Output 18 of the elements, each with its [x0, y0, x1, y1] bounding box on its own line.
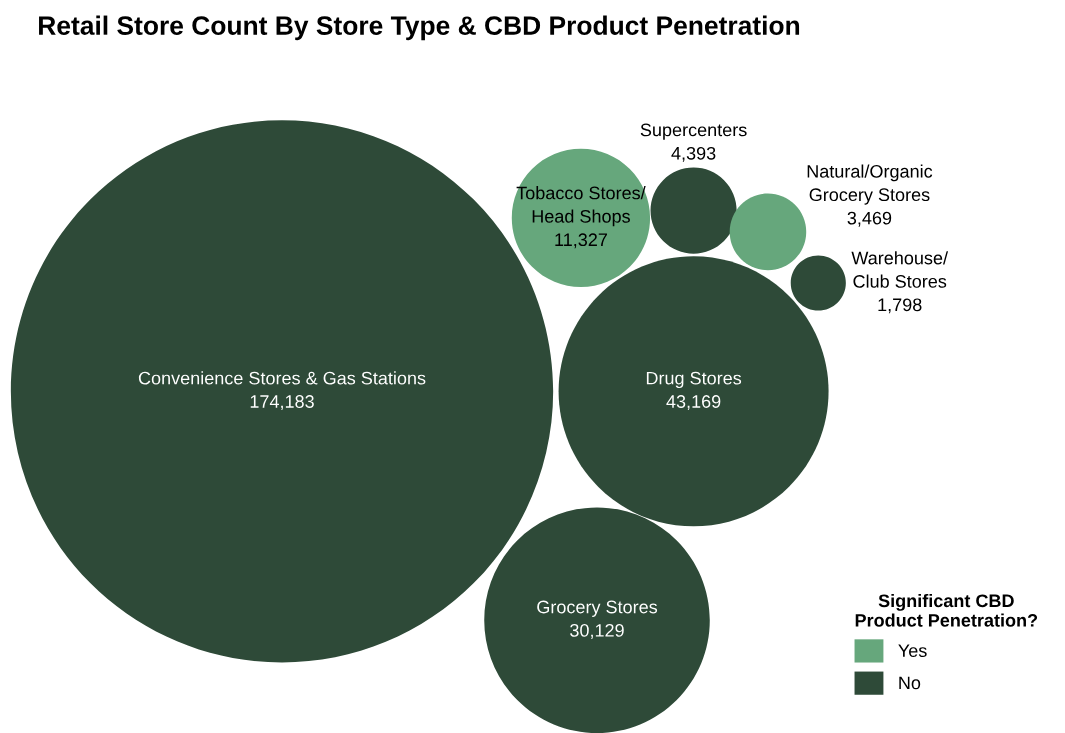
- category-label: Drug Stores: [646, 371, 742, 389]
- legend-label: No: [899, 676, 921, 690]
- data-label: 174,183: [250, 395, 314, 411]
- category-label: Tobacco Stores/ Head Shops: [516, 186, 646, 227]
- category-label: Natural/Organic Grocery Stores: [807, 164, 933, 205]
- category-label: Supercenters: [640, 123, 747, 140]
- legend-title: Significant CBD Product Penetration?: [855, 593, 1038, 627]
- category-label: Convenience Stores & Gas Stations: [138, 371, 426, 385]
- text: Retail Store Count By Store Type & CBD Product Penetration: [39, 15, 800, 41]
- data-label: 43,169: [666, 395, 721, 411]
- category-label: Grocery Stores: [537, 600, 658, 617]
- data-label: 30,129: [570, 623, 624, 639]
- category-label: Warehouse/ Club Stores: [851, 251, 949, 288]
- data-label: 1,798: [878, 298, 922, 314]
- data-label: 4,393: [671, 146, 716, 162]
- data-label: 11,327: [555, 233, 607, 249]
- data-label: 3,469: [847, 211, 892, 227]
- legend-label: Yes: [898, 644, 927, 658]
